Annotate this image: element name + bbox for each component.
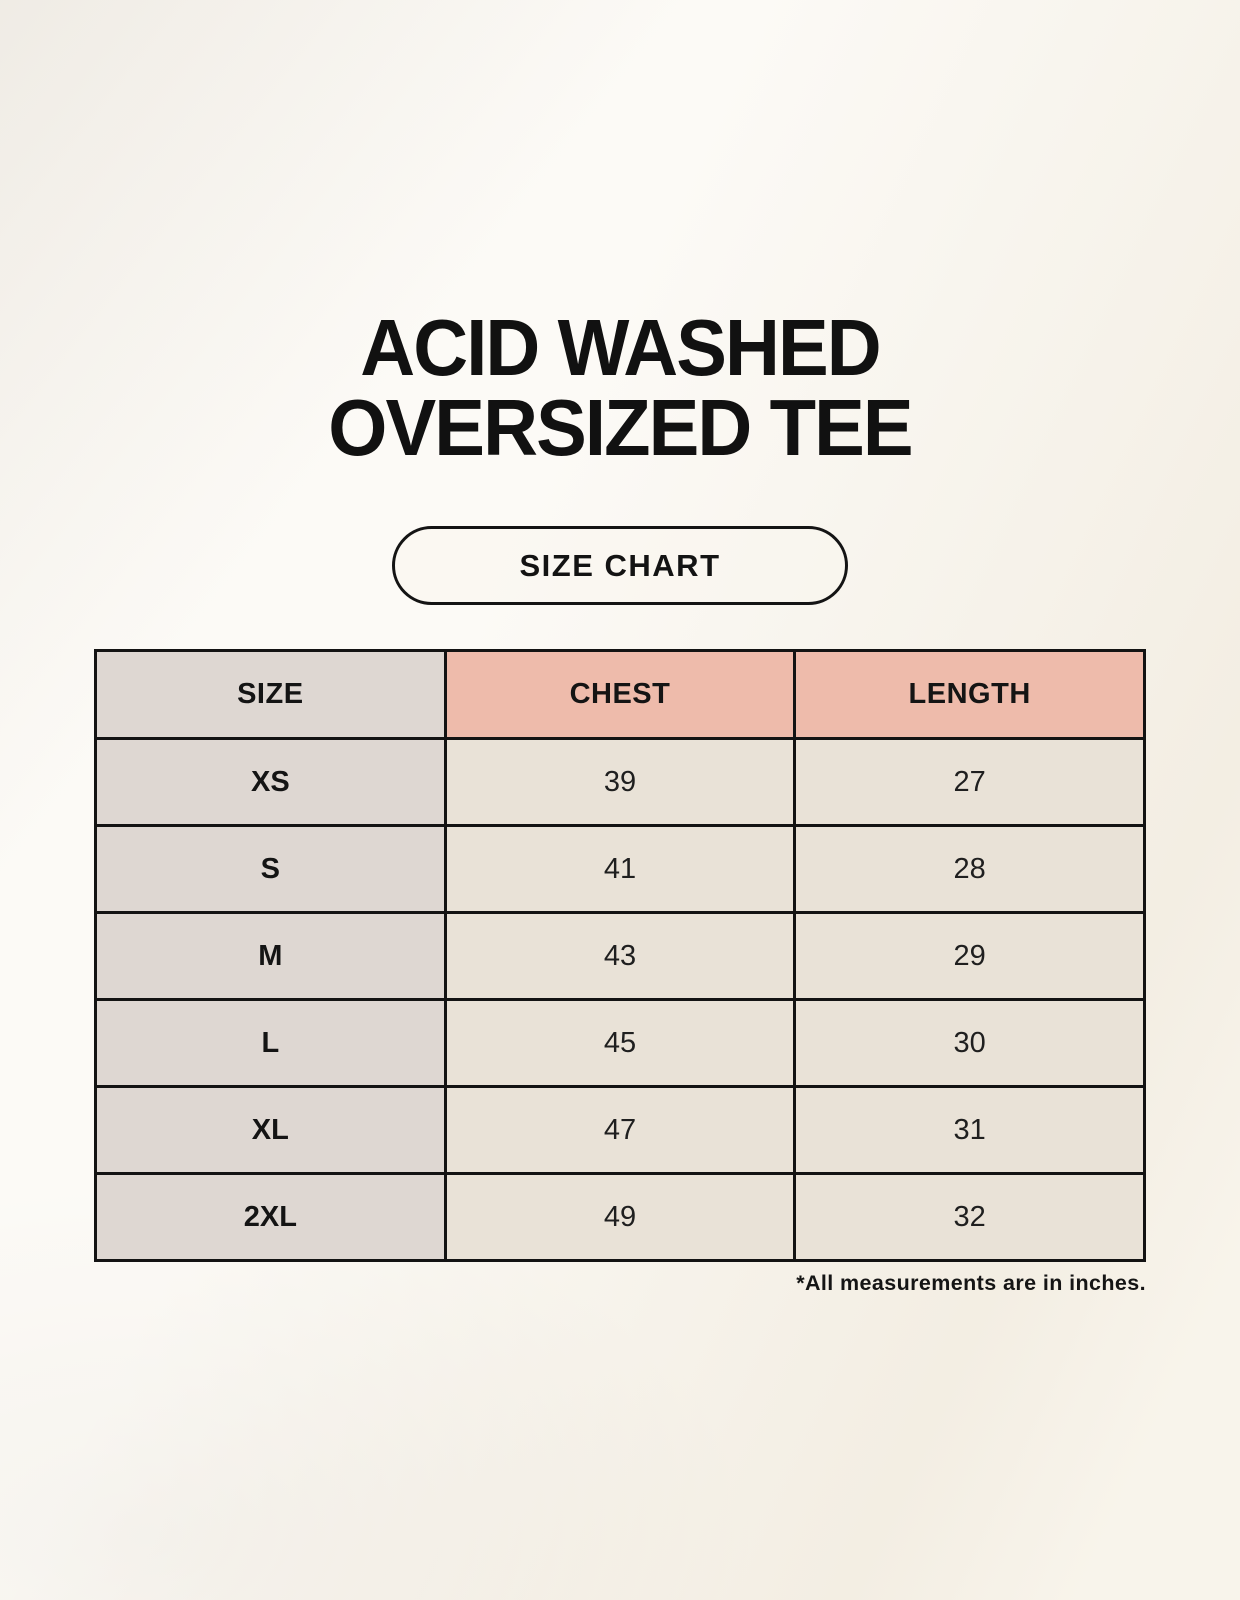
chest-value: 49 <box>443 1172 797 1262</box>
size-label: L <box>94 998 447 1088</box>
length-value: 30 <box>793 998 1146 1088</box>
table-header: SIZE CHEST LENGTH <box>94 649 1146 740</box>
table-body: XS 39 27 S 41 28 M 43 29 L 45 30 <box>94 737 1146 1262</box>
size-label: S <box>94 824 447 914</box>
chest-value: 41 <box>443 824 797 914</box>
size-label: XS <box>94 737 447 827</box>
length-value: 28 <box>793 824 1146 914</box>
column-header-chest: CHEST <box>443 649 797 740</box>
size-label: M <box>94 911 447 1001</box>
size-chart-badge: SIZE CHART <box>392 526 848 605</box>
product-title-line-2: OVERSIZED TEE <box>328 383 913 472</box>
chest-value: 43 <box>443 911 797 1001</box>
size-chart-page: ACID WASHED OVERSIZED TEE SIZE CHART SIZ… <box>31 0 1209 1295</box>
size-chart-table: SIZE CHEST LENGTH XS 39 27 S 41 28 M <box>94 649 1146 1262</box>
length-value: 27 <box>793 737 1146 827</box>
column-header-size: SIZE <box>94 649 447 740</box>
length-value: 31 <box>793 1085 1146 1175</box>
size-chart-badge-label: SIZE CHART <box>519 547 721 583</box>
chest-value: 39 <box>443 737 797 827</box>
measurements-footnote: *All measurements are in inches. <box>796 1271 1146 1295</box>
table-row: M 43 29 <box>94 911 1146 1001</box>
length-value: 32 <box>793 1172 1146 1262</box>
size-label: XL <box>94 1085 447 1175</box>
column-header-length: LENGTH <box>793 649 1146 740</box>
table-row: L 45 30 <box>94 998 1146 1088</box>
product-title-line-1: ACID WASHED <box>360 303 881 392</box>
table-row: 2XL 49 32 <box>94 1172 1146 1262</box>
chest-value: 45 <box>443 998 797 1088</box>
size-chart-table-container: SIZE CHEST LENGTH XS 39 27 S 41 28 M <box>94 649 1146 1262</box>
table-row: XL 47 31 <box>94 1085 1146 1175</box>
length-value: 29 <box>793 911 1146 1001</box>
product-title: ACID WASHED OVERSIZED TEE <box>31 0 1209 468</box>
table-row: S 41 28 <box>94 824 1146 914</box>
table-header-row: SIZE CHEST LENGTH <box>94 649 1146 740</box>
chest-value: 47 <box>443 1085 797 1175</box>
table-row: XS 39 27 <box>94 737 1146 827</box>
size-label: 2XL <box>94 1172 447 1262</box>
